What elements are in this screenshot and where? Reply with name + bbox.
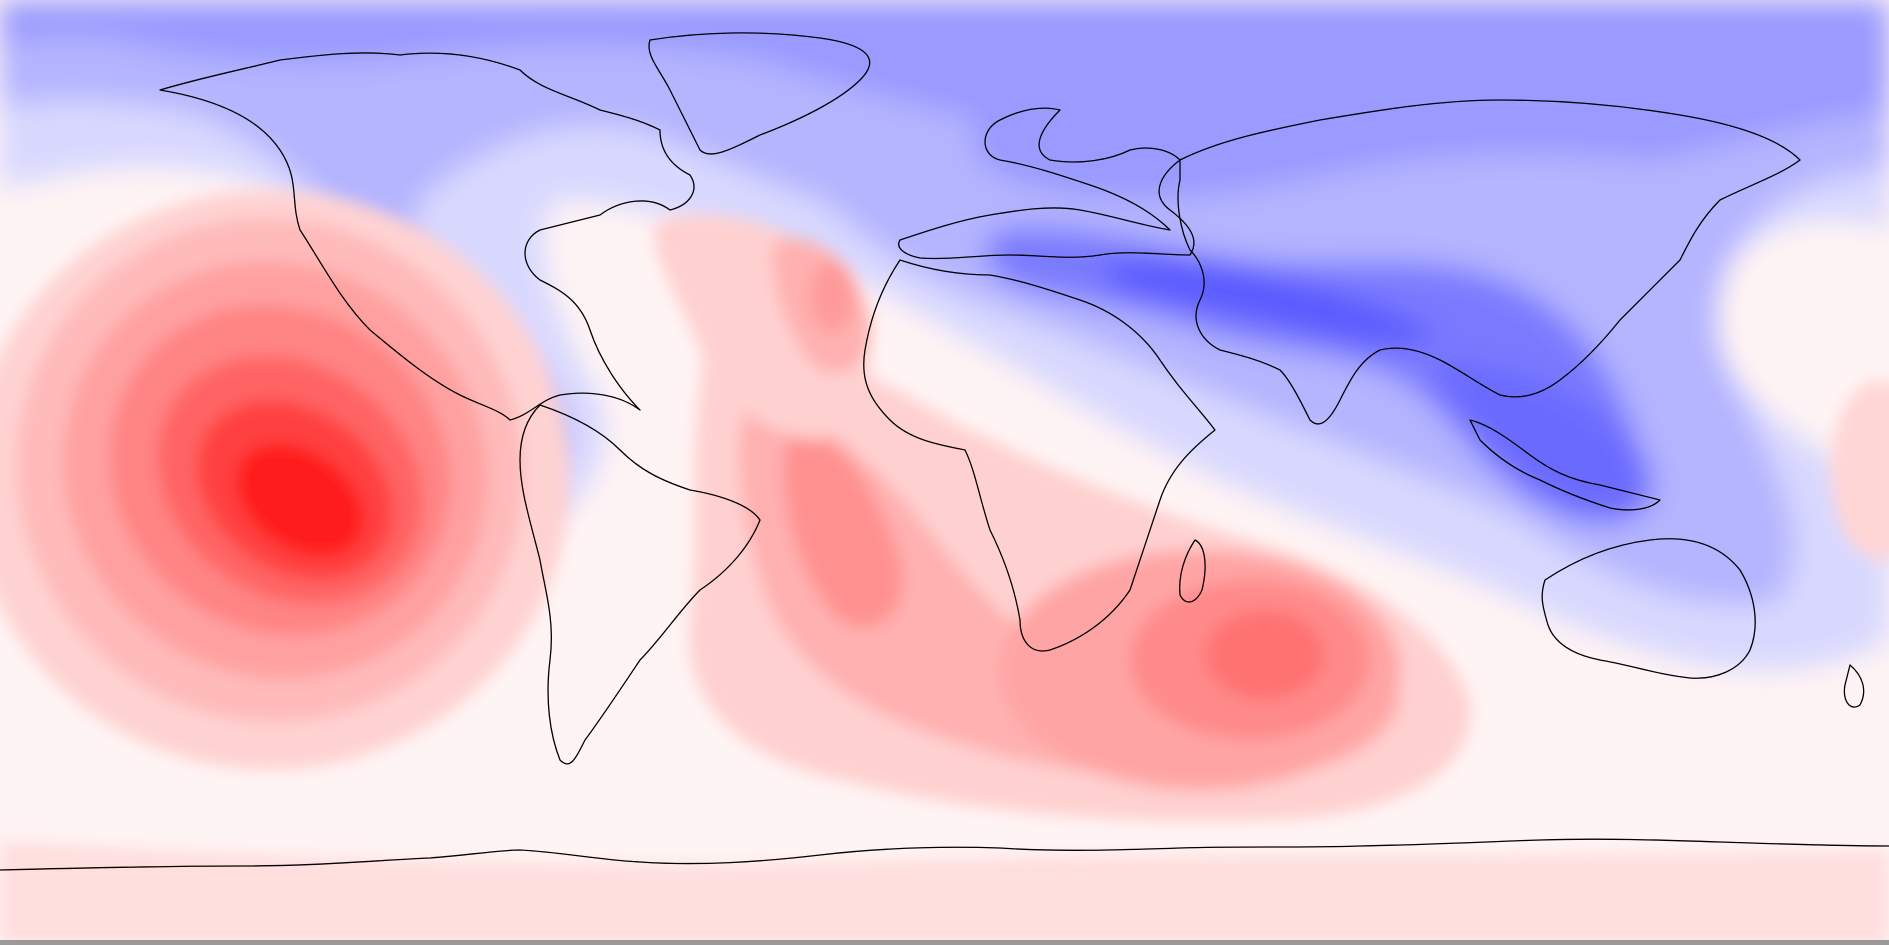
coastline-australia — [1541, 538, 1756, 679]
bottom-strip — [0, 940, 1889, 945]
coastline-layer — [0, 32, 1889, 871]
positive-anomaly-layer — [0, 190, 1889, 945]
maritime-continent-negative-core — [1433, 360, 1652, 522]
coastline-europe — [898, 107, 1195, 260]
south-indian-core — [1205, 610, 1325, 700]
coastline-new-zealand — [1843, 664, 1865, 708]
south-atlantic-positive-core — [783, 430, 902, 627]
coastline-south-america — [519, 404, 761, 765]
coastline-madagascar — [1179, 539, 1206, 603]
coastline-north-america — [159, 52, 695, 421]
himalaya-negative-core — [1105, 259, 1440, 345]
antarctic-weak-positive-band — [0, 840, 1889, 945]
coastline-asia — [1177, 99, 1801, 425]
coastline-antarctica — [0, 838, 1889, 871]
canary-positive-core — [810, 260, 854, 332]
arctic-negative-band — [0, 0, 1889, 199]
coastline-greenland — [648, 32, 871, 155]
south-pacific-core — [236, 443, 364, 557]
negative-anomaly-layer — [0, 0, 1889, 671]
coastline-africa — [863, 259, 1216, 652]
coastline-maritime-continent — [1469, 419, 1661, 511]
east-pacific-weak-positive — [1830, 380, 1889, 560]
